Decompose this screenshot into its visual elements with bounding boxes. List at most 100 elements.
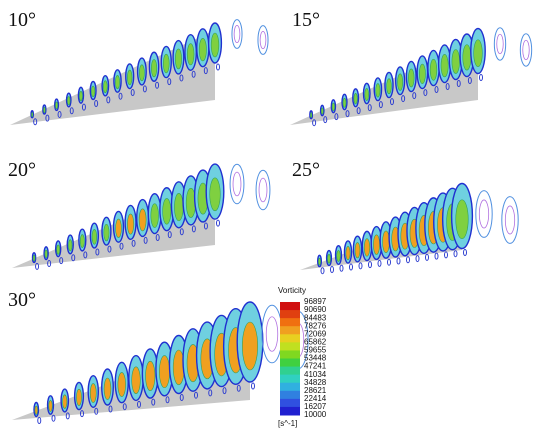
vortex-foot xyxy=(155,234,160,242)
vortex-foot xyxy=(415,255,420,263)
vortex-core xyxy=(473,39,483,68)
vortex-core xyxy=(76,388,82,406)
vortex-core xyxy=(364,88,369,101)
vortex-foot xyxy=(106,96,111,104)
vortex xyxy=(60,388,70,420)
vortex-foot xyxy=(216,219,220,227)
vortex xyxy=(113,69,123,100)
colorbar-title: Vorticity xyxy=(278,286,306,295)
vortex-foot xyxy=(312,119,317,127)
vortex-foot xyxy=(467,77,472,85)
vortex xyxy=(416,55,429,97)
vortex-core xyxy=(138,208,147,232)
vortex xyxy=(330,99,339,121)
vortex-foot xyxy=(236,384,241,392)
vortex-foot xyxy=(57,110,62,118)
vortex-foot xyxy=(251,382,255,390)
vortex-foot xyxy=(35,262,40,270)
vortex-foot xyxy=(349,263,353,271)
vortex xyxy=(77,86,86,111)
colorbar-tick-label: 84483 xyxy=(304,313,327,322)
vortex-foot xyxy=(208,389,213,397)
vortex xyxy=(73,381,85,418)
colorbar: Vorticity [s^-1] 96897906908448378276720… xyxy=(278,286,327,428)
vortex-core xyxy=(55,101,58,110)
vortex xyxy=(159,187,175,239)
vortex-core xyxy=(375,83,381,98)
vortex-core xyxy=(162,53,170,74)
colorbar-tick-label: 28621 xyxy=(304,386,327,395)
vortex xyxy=(362,82,372,112)
vortex-foot xyxy=(320,267,325,275)
vortex-core xyxy=(131,366,141,394)
wake-vortex xyxy=(496,33,504,55)
vortex-core xyxy=(115,218,122,238)
vortex-foot xyxy=(330,265,334,273)
colorbar-band xyxy=(280,374,300,384)
colorbar-band xyxy=(280,350,300,359)
vortex-core xyxy=(56,244,60,255)
vortex xyxy=(405,60,417,100)
vortex-foot xyxy=(412,92,417,100)
vortex xyxy=(309,110,317,127)
vortex xyxy=(42,104,50,122)
vortex-foot xyxy=(167,231,172,239)
vortex xyxy=(334,245,344,272)
wake-vortex xyxy=(519,33,533,67)
colorbar-tick-label: 16207 xyxy=(304,402,327,411)
vortex xyxy=(89,80,99,107)
wake-vortex xyxy=(522,39,530,61)
vortex-foot xyxy=(445,83,450,91)
vortex xyxy=(373,77,383,109)
vortex-core xyxy=(91,85,96,98)
vortex xyxy=(172,39,185,82)
vortex-foot xyxy=(33,118,38,126)
vortex xyxy=(66,234,76,262)
vortex-foot xyxy=(367,104,372,112)
colorbar-tick-label: 53448 xyxy=(304,354,327,363)
vortex-foot xyxy=(377,259,382,267)
wake-vortex xyxy=(233,24,241,44)
vortex-foot xyxy=(444,251,448,259)
vortex-core xyxy=(354,242,361,259)
vortex xyxy=(470,27,486,81)
vortex xyxy=(352,235,363,270)
vortex-core xyxy=(103,223,110,242)
vortex xyxy=(361,230,373,269)
vortex-core xyxy=(310,112,313,118)
vortex-foot xyxy=(80,410,84,418)
vortex-foot xyxy=(387,258,391,266)
vortex-foot xyxy=(65,412,70,420)
vortex xyxy=(341,93,350,118)
colorbar-tick-label: 34828 xyxy=(304,378,327,387)
vortex-core xyxy=(451,49,460,74)
vortex xyxy=(78,228,88,259)
vortex xyxy=(65,92,74,115)
vortex-foot xyxy=(203,222,208,230)
vortex-foot xyxy=(339,264,344,272)
vortex-foot xyxy=(463,249,467,256)
wing xyxy=(10,30,215,125)
vortex-foot xyxy=(165,396,170,404)
panel-label: 10° xyxy=(8,9,36,31)
vortex-core xyxy=(174,193,184,222)
vortex-foot xyxy=(71,254,76,262)
vortex xyxy=(370,225,383,267)
colorbar-tick-label: 41034 xyxy=(304,370,327,379)
vortex-core xyxy=(342,97,347,108)
vortex xyxy=(54,98,62,118)
vortex-core xyxy=(68,239,73,252)
vortex xyxy=(87,375,100,415)
vortex-foot xyxy=(142,85,147,93)
vortex xyxy=(207,22,223,71)
vortex-core xyxy=(331,102,335,112)
vortex xyxy=(160,45,172,86)
vortex-core xyxy=(382,230,390,254)
colorbar-tick-label: 47241 xyxy=(304,362,327,371)
vortex-foot xyxy=(191,225,196,233)
vortex xyxy=(325,249,334,273)
vortex-foot xyxy=(137,400,141,408)
vortex-core xyxy=(408,68,415,88)
colorbar-tick-label: 72069 xyxy=(304,329,327,338)
vortex xyxy=(427,49,440,94)
